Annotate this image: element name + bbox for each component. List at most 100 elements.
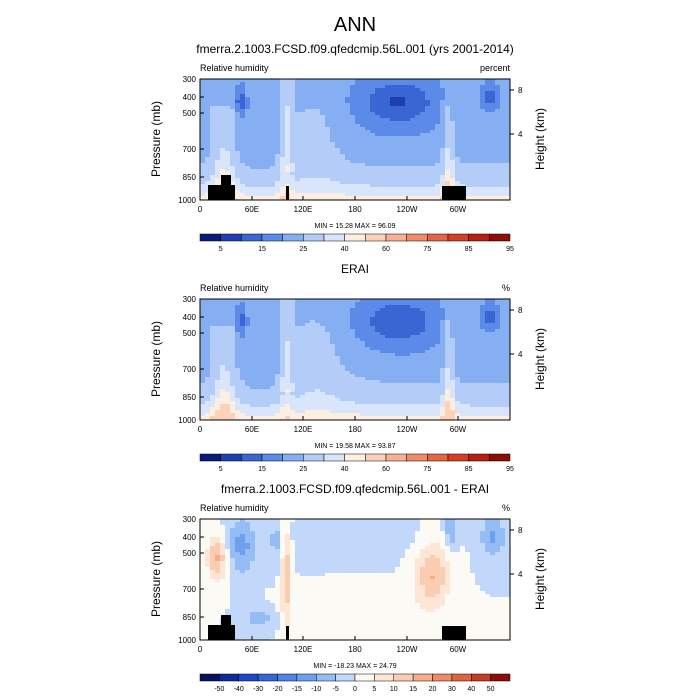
field-cell [440,386,446,390]
field-cell [375,302,381,306]
field-cell [335,311,341,315]
field-cell [225,103,231,107]
field-cell [215,169,221,173]
field-cell [450,79,456,83]
field-cell [455,335,461,339]
field-cell [430,160,436,164]
field-cell [395,377,401,381]
field-cell [265,323,271,327]
field-cell [275,118,281,122]
field-cell [360,187,366,191]
field-cell [245,401,251,405]
field-cell [340,302,346,306]
field-cell [265,103,271,107]
field-cell [380,389,386,393]
field-cell [215,410,221,414]
field-cell [215,142,221,146]
field-cell [335,196,341,200]
field-cell [445,139,451,143]
field-cell [410,181,416,185]
field-cell [320,193,326,197]
panel-1-title: fmerra.2.1003.FCSD.f09.qfedcmip.56L.001 … [196,42,514,56]
field-cell [320,157,326,161]
field-cell [370,335,376,339]
field-cell [480,109,486,113]
field-cell [480,145,486,149]
field-cell [215,341,221,345]
field-cell [405,392,411,396]
field-cell [430,308,436,312]
field-cell [495,410,501,414]
field-cell [260,184,266,188]
field-cell [330,386,336,390]
field-cell [210,103,216,107]
field-cell [360,106,366,110]
field-cell [395,350,401,354]
field-cell [225,299,231,303]
field-cell [360,314,366,318]
field-cell [445,121,451,125]
field-cell [395,329,401,333]
field-cell [205,157,211,161]
field-cell [425,365,431,369]
field-cell [475,157,481,161]
field-cell [205,410,211,414]
field-cell [310,404,316,408]
field-cell [265,383,271,387]
field-cell [340,187,346,191]
field-cell [415,356,421,360]
field-cell [245,365,251,369]
field-cell [300,94,306,98]
field-cell [265,401,271,405]
field-cell [475,163,481,167]
field-cell [205,91,211,95]
field-cell [330,332,336,336]
field-cell [270,389,276,393]
field-cell [500,157,506,161]
field-cell [290,317,296,321]
field-cell [240,338,246,342]
field-cell [405,344,411,348]
field-cell [475,94,481,98]
field-cell [455,178,461,182]
field-cell [460,184,466,188]
field-cell [375,353,381,357]
field-cell [355,178,361,182]
field-cell [220,389,226,393]
field-cell [485,88,491,92]
field-cell [330,184,336,188]
field-cell [250,103,256,107]
field-cell [200,82,206,86]
field-cell [470,344,476,348]
field-cell [240,133,246,137]
field-cell [275,395,281,399]
field-cell [275,404,281,408]
field-cell [280,404,286,408]
field-cell [215,323,221,327]
field-cell [290,362,296,366]
field-cell [425,335,431,339]
field-cell [485,341,491,345]
field-cell [385,172,391,176]
field-cell [250,130,256,134]
field-cell [325,187,331,191]
field-cell [250,133,256,137]
field-cell [425,172,431,176]
field-cell [235,407,241,411]
field-cell [355,389,361,393]
field-cell [345,326,351,330]
field-cell [290,389,296,393]
field-cell [490,326,496,330]
field-cell [330,133,336,137]
field-cell [425,85,431,89]
field-cell [345,338,351,342]
field-cell [230,115,236,119]
field-cell [485,407,491,411]
field-cell [360,169,366,173]
colorbar-label: 75 [423,246,431,253]
field-cell [330,94,336,98]
field-cell [270,398,276,402]
field-cell [425,308,431,312]
field-cell [455,151,461,155]
field-cell [410,127,416,131]
